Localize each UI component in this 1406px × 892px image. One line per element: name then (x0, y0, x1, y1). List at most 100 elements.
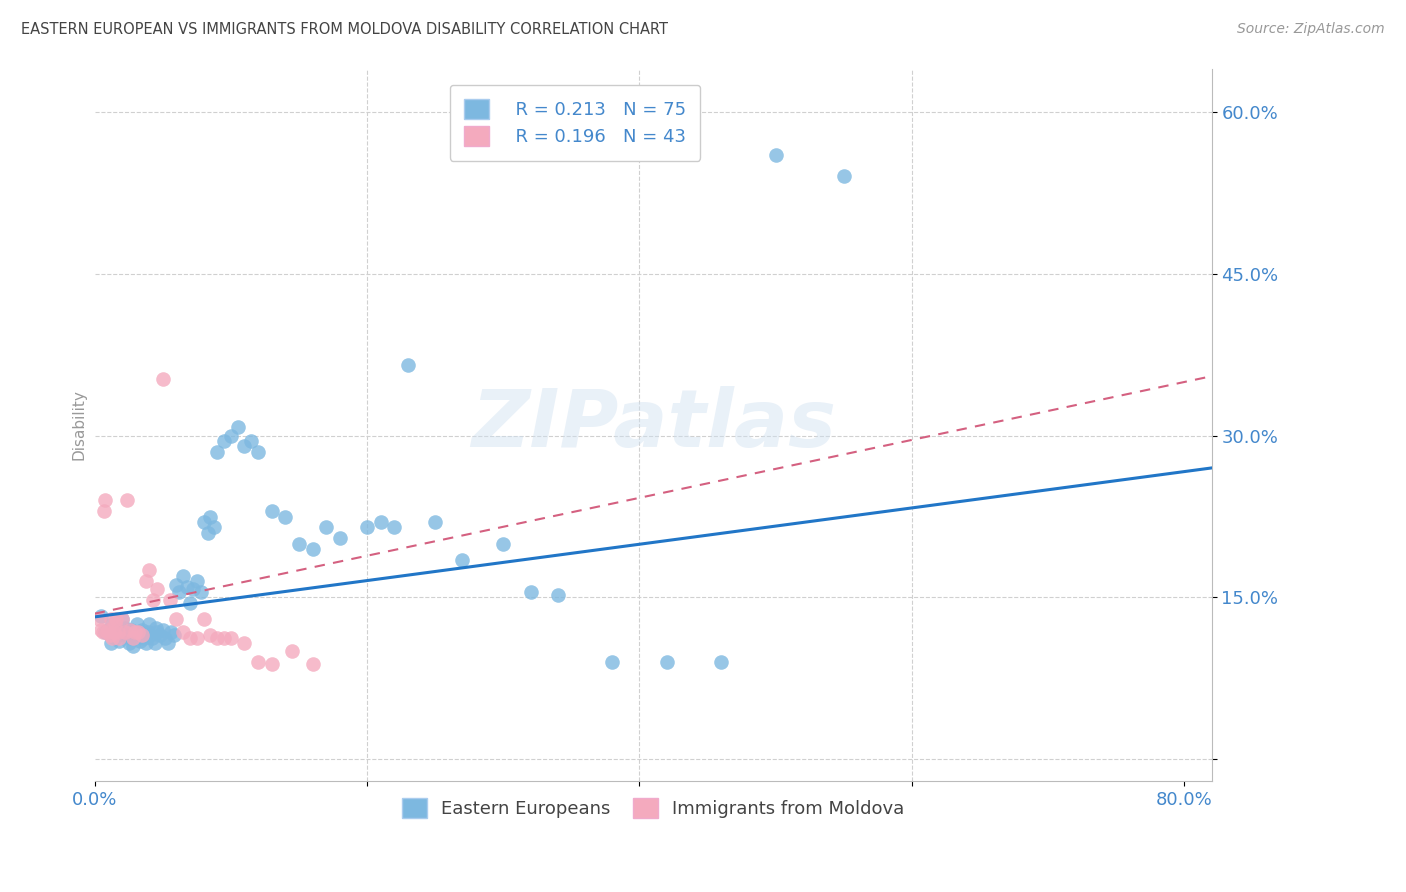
Point (100, 612, 122, 626)
Point (260, 657, 283, 672)
Point (200, 628, 222, 642)
Point (172, 625, 194, 640)
Point (135, 636, 157, 650)
Point (108, 633, 131, 648)
Point (205, 632, 228, 646)
Point (117, 636, 139, 650)
Point (111, 612, 134, 626)
Point (179, 596, 201, 610)
Point (165, 577, 187, 591)
Point (288, 536, 311, 550)
Point (600, 655, 623, 669)
Point (149, 628, 172, 642)
Point (107, 628, 129, 642)
Point (301, 541, 323, 556)
Point (212, 434, 235, 448)
Point (117, 493, 139, 508)
Point (396, 359, 419, 373)
Text: ZIPatlas: ZIPatlas (471, 385, 835, 464)
Point (212, 632, 235, 646)
Point (240, 434, 263, 448)
Point (152, 623, 174, 637)
Point (141, 632, 163, 646)
Point (179, 632, 201, 646)
Point (97, 623, 120, 637)
Point (132, 632, 155, 646)
Point (104, 632, 127, 646)
Point (97, 623, 120, 637)
Point (131, 628, 153, 642)
Point (832, 169, 855, 184)
Point (233, 439, 256, 453)
Point (159, 592, 181, 607)
Point (124, 628, 146, 642)
Point (112, 625, 135, 640)
Point (146, 582, 169, 596)
Point (104, 617, 127, 632)
Point (315, 520, 337, 534)
Point (121, 639, 143, 653)
Point (281, 644, 304, 658)
Point (94, 625, 117, 640)
Point (152, 372, 174, 386)
Point (146, 625, 169, 640)
Point (90, 608, 112, 623)
Point (205, 444, 228, 458)
Point (423, 515, 446, 529)
Point (219, 428, 242, 442)
Point (118, 632, 141, 646)
Point (94, 493, 117, 508)
Point (382, 520, 405, 534)
Point (138, 564, 160, 578)
Point (193, 515, 215, 529)
Point (139, 628, 162, 642)
Point (247, 444, 270, 458)
Point (219, 632, 242, 646)
Point (127, 625, 149, 640)
Text: Source: ZipAtlas.com: Source: ZipAtlas.com (1237, 22, 1385, 37)
Point (114, 621, 136, 635)
Point (105, 612, 128, 626)
Point (200, 509, 222, 524)
Point (103, 625, 125, 640)
Point (96, 625, 118, 640)
Point (370, 515, 392, 529)
Point (186, 574, 208, 589)
Point (492, 536, 515, 550)
Point (125, 617, 148, 632)
Point (136, 625, 159, 640)
Point (181, 582, 204, 596)
Point (145, 621, 167, 635)
Point (233, 636, 256, 650)
Point (101, 617, 124, 632)
Point (91, 625, 114, 640)
Point (115, 628, 138, 642)
Point (135, 574, 157, 589)
Point (143, 636, 166, 650)
Point (128, 633, 150, 648)
Point (142, 592, 165, 607)
Point (329, 531, 352, 545)
Point (260, 504, 283, 518)
Point (155, 632, 177, 646)
Point (93, 504, 115, 518)
Point (172, 569, 194, 583)
Point (193, 612, 215, 626)
Point (131, 623, 153, 637)
Point (519, 585, 541, 599)
Point (167, 585, 190, 599)
Point (710, 655, 733, 669)
Text: EASTERN EUROPEAN VS IMMIGRANTS FROM MOLDOVA DISABILITY CORRELATION CHART: EASTERN EUROPEAN VS IMMIGRANTS FROM MOLD… (21, 22, 668, 37)
Point (226, 420, 249, 434)
Point (98, 628, 121, 642)
Point (247, 655, 270, 669)
Point (197, 525, 219, 540)
Point (108, 632, 131, 646)
Y-axis label: Disability: Disability (72, 389, 86, 460)
Point (157, 636, 180, 650)
Point (138, 617, 160, 632)
Point (301, 657, 323, 672)
Point (162, 628, 184, 642)
Point (121, 632, 143, 646)
Point (176, 580, 198, 594)
